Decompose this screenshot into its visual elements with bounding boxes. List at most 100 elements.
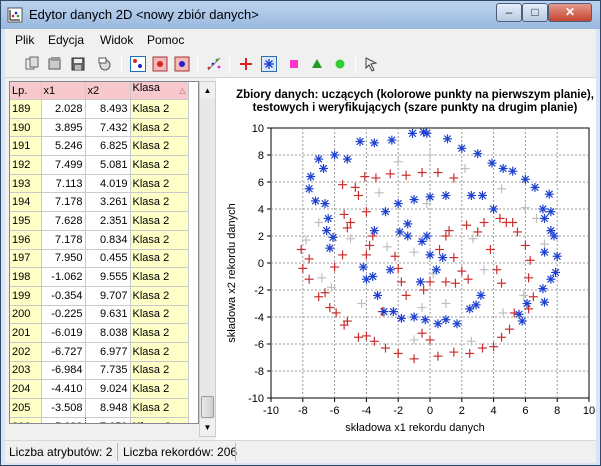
cell-x1[interactable]: 7.499	[41, 155, 86, 175]
cell-klasa[interactable]: Klasa 2	[130, 211, 189, 231]
table-row[interactable]: 203 -6.984 7.735 Klasa 2	[10, 361, 189, 381]
table-row[interactable]: 204 -4.410 9.024 Klasa 2	[10, 379, 189, 399]
cell-x1[interactable]: -3.508	[41, 398, 86, 418]
cell-x1[interactable]: -0.354	[41, 286, 86, 306]
cell-x2[interactable]: 6.825	[85, 136, 131, 157]
cell-klasa[interactable]: Klasa 2	[130, 323, 189, 343]
cell-x1[interactable]: 7.628	[41, 211, 86, 231]
cell-klasa[interactable]: Klasa 2	[130, 155, 189, 175]
cell-x1[interactable]: 7.178	[41, 230, 86, 250]
cell-x1[interactable]: -5.182	[40, 416, 86, 423]
cell-klasa[interactable]: Klasa 2	[130, 305, 189, 325]
scroll-thumb[interactable]	[201, 396, 214, 418]
cell-lp[interactable]: 191	[10, 136, 42, 157]
table-row[interactable]: 190 3.895 7.432 Klasa 2	[10, 118, 189, 138]
cell-x2[interactable]: 4.019	[85, 174, 131, 194]
cell-x1[interactable]: -6.727	[41, 342, 86, 362]
menu-widok[interactable]: Widok	[100, 33, 134, 47]
cell-klasa[interactable]: Klasa 2	[130, 118, 189, 138]
cell-lp[interactable]: 190	[10, 118, 42, 138]
cell-lp[interactable]: 192	[10, 155, 42, 175]
cell-lp[interactable]: 193	[10, 174, 42, 194]
cell-lp[interactable]: 194	[10, 192, 42, 213]
cell-x2[interactable]: 9.024	[85, 379, 131, 399]
table-horizontal-scrollbar[interactable]	[9, 424, 199, 437]
pointer-tool-icon[interactable]	[362, 55, 380, 73]
cell-lp[interactable]: 206	[10, 417, 42, 423]
cell-x1[interactable]: -6.019	[41, 323, 86, 343]
maximize-button[interactable]: □	[522, 3, 548, 22]
table-row[interactable]: 200 -0.225 9.631 Klasa 2	[10, 305, 189, 325]
dataset-icon[interactable]	[96, 55, 114, 73]
cell-x2[interactable]: 6.977	[85, 342, 131, 362]
cell-x2[interactable]: 9.707	[85, 286, 131, 306]
cell-lp[interactable]: 205	[10, 398, 42, 418]
cell-lp[interactable]: 204	[10, 379, 42, 399]
table-row[interactable]: 198 -1.062 9.555 Klasa 2	[10, 267, 189, 287]
cell-x2[interactable]: 5.081	[85, 155, 131, 175]
cell-lp[interactable]: 203	[10, 361, 42, 381]
cell-klasa[interactable]: Klasa 2	[130, 192, 189, 213]
minimize-button[interactable]: –	[496, 3, 522, 22]
cell-x2[interactable]: 3.261	[85, 192, 131, 213]
cell-x1[interactable]: 7.113	[41, 174, 86, 194]
cell-lp[interactable]: 202	[10, 342, 42, 362]
cell-x2[interactable]: 8.493	[85, 99, 131, 119]
cell-x1[interactable]: -4.410	[41, 379, 86, 399]
class-blue-icon[interactable]	[173, 55, 191, 73]
cell-x1[interactable]: -0.225	[41, 305, 86, 325]
new-file-icon[interactable]	[23, 55, 41, 73]
cell-klasa[interactable]: Klasa 2	[130, 417, 189, 423]
table-row[interactable]: 192 7.499 5.081 Klasa 2	[10, 155, 189, 175]
cell-klasa[interactable]: Klasa 2	[130, 136, 189, 157]
cell-lp[interactable]: 197	[10, 249, 42, 269]
cell-klasa[interactable]: Klasa 2	[130, 398, 189, 418]
menu-pomoc[interactable]: Pomoc	[147, 33, 185, 47]
menu-plik[interactable]: Plik	[15, 33, 35, 47]
cell-lp[interactable]: 196	[10, 230, 42, 250]
class-red-icon[interactable]	[151, 55, 169, 73]
table-row[interactable]: 189 2.028 8.493 Klasa 2	[10, 99, 189, 119]
column-header-x1[interactable]: x1	[41, 82, 86, 100]
table-row[interactable]: 199 -0.354 9.707 Klasa 2	[10, 286, 189, 306]
table-row[interactable]: 196 7.178 0.834 Klasa 2	[10, 230, 189, 250]
column-header-x2[interactable]: x2	[85, 82, 131, 100]
cell-lp[interactable]: 199	[10, 286, 42, 306]
cell-x2[interactable]: 7.735	[85, 361, 131, 381]
cell-x1[interactable]: 2.028	[41, 99, 86, 119]
select-point-icon[interactable]	[260, 55, 278, 73]
table-row[interactable]: 197 7.950 0.455 Klasa 2	[10, 249, 189, 269]
cell-klasa[interactable]: Klasa 2	[130, 174, 189, 194]
cell-x2[interactable]: 7.659	[85, 417, 131, 423]
table-row[interactable]: 206-5.1827.659Klasa 2	[10, 416, 189, 423]
cell-x1[interactable]: 7.178	[41, 192, 86, 213]
table-row[interactable]: 195 7.628 2.351 Klasa 2	[10, 211, 189, 231]
cell-lp[interactable]: 198	[10, 267, 42, 287]
cell-lp[interactable]: 189	[10, 99, 42, 119]
cell-x2[interactable]: 0.834	[85, 230, 131, 250]
generate-points-icon[interactable]	[205, 55, 223, 73]
cell-lp[interactable]: 200	[10, 305, 42, 325]
cell-x2[interactable]: 8.948	[85, 398, 131, 418]
cell-x2[interactable]: 8.038	[85, 323, 131, 343]
cell-lp[interactable]: 201	[10, 323, 42, 343]
cell-klasa[interactable]: Klasa 2	[130, 230, 189, 250]
cell-x1[interactable]: -6.984	[41, 361, 86, 381]
table-row[interactable]: 201 -6.019 8.038 Klasa 2	[10, 323, 189, 343]
chart-view-icon[interactable]	[129, 55, 147, 73]
data-table[interactable]: Lp. x1 x2 Klasa △ 189 2.028 8.493 Klasa 2 190…	[9, 81, 199, 424]
title-bar[interactable]: Edytor danych 2D <nowy zbiór danych> – □…	[1, 1, 600, 29]
cell-x1[interactable]: 3.895	[41, 118, 86, 138]
triangle-class-icon[interactable]	[308, 55, 326, 73]
close-button[interactable]: ✕	[548, 3, 592, 22]
column-header-lp[interactable]: Lp.	[10, 82, 42, 100]
table-row[interactable]: 194 7.178 3.261 Klasa 2	[10, 192, 189, 213]
cell-x2[interactable]: 9.631	[85, 305, 131, 325]
table-row[interactable]: 202 -6.727 6.977 Klasa 2	[10, 342, 189, 362]
column-header-klasa[interactable]: Klasa △	[130, 82, 189, 100]
cell-x1[interactable]: -1.062	[41, 267, 86, 287]
cell-klasa[interactable]: Klasa 2	[130, 99, 189, 119]
cell-x1[interactable]: 5.246	[41, 136, 86, 157]
circle-class-icon[interactable]	[331, 55, 349, 73]
open-file-icon[interactable]	[46, 55, 64, 73]
